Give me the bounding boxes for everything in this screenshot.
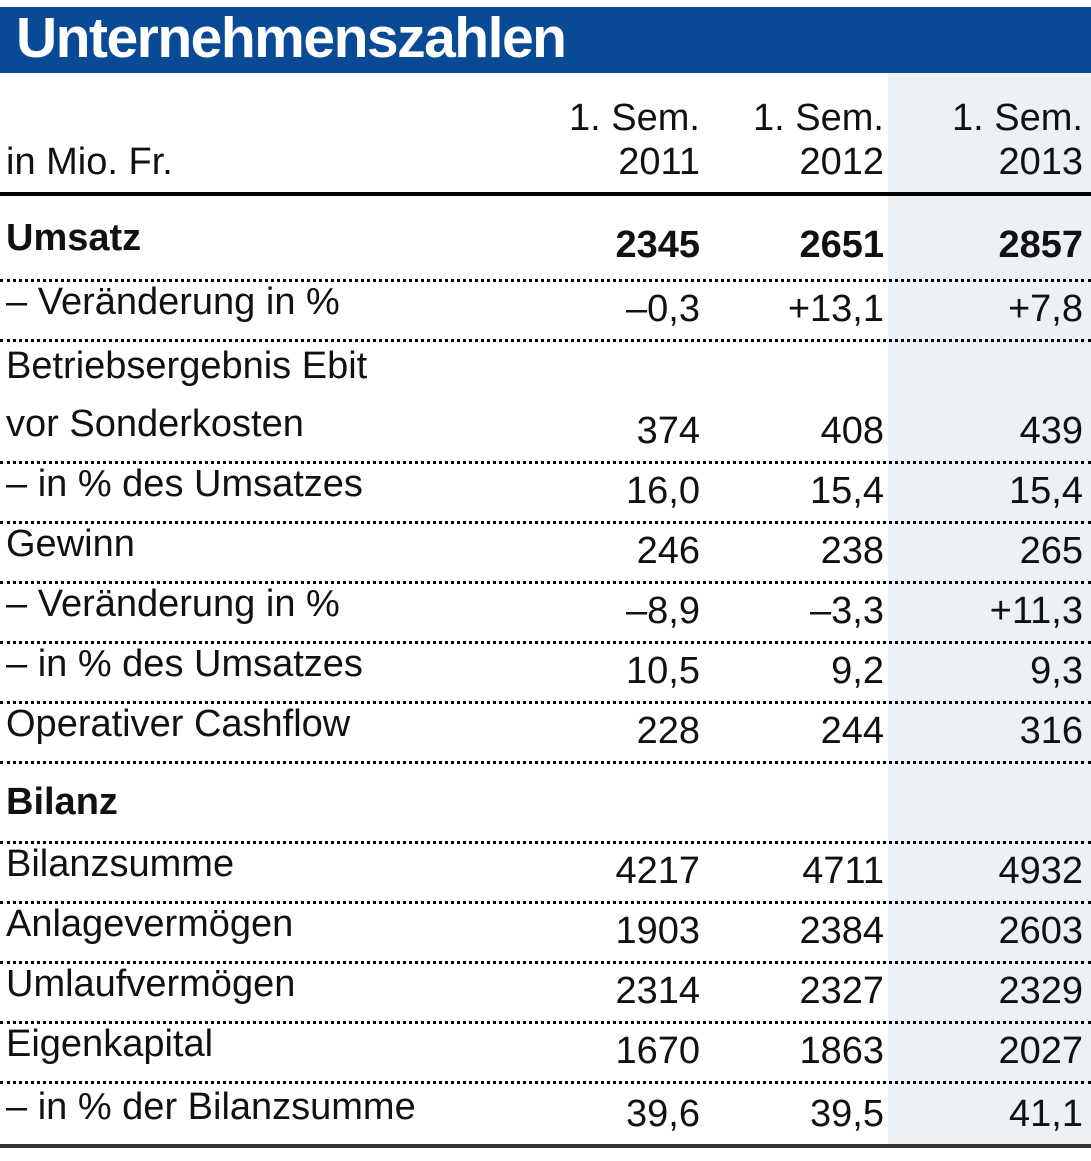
table-row: Umlaufvermögen 2314 2327 2329 [0,963,1091,1024]
value-cell: 1903 [615,910,700,952]
table-row: Operativer Cashflow 228 244 316 [0,703,1091,764]
value-cell: 2857 [998,224,1083,266]
col-header-2013: 1. Sem. 2013 [884,96,1091,192]
value-cell: 9,2 [831,650,884,692]
table-row: Anlagevermögen 1903 2384 2603 [0,903,1091,964]
value-cell: 2027 [998,1030,1083,1072]
value-cell: 2327 [799,970,884,1012]
value-cell: 1863 [799,1030,884,1072]
value-cell: 10,5 [626,650,700,692]
row-label: Umsatz [6,217,142,259]
value-cell: 238 [820,530,884,572]
value-cell: 39,5 [810,1093,884,1135]
table-row: Betriebsergebnis Ebit vor Sonderkosten 37… [0,342,1091,464]
value-cell: 9,3 [1030,650,1083,692]
col-header-period: 1. Sem. [952,97,1083,139]
value-cell: 265 [1019,530,1083,572]
row-label: Gewinn [6,523,135,565]
row-label: Bilanz [6,781,118,823]
value-cell: 1670 [615,1030,700,1072]
row-label: – in % des Umsatzes [6,463,363,505]
section-row: Bilanz [0,764,1091,844]
table-row: Eigenkapital 1670 1863 2027 [0,1023,1091,1084]
unit-label: in Mio. Fr. [6,141,173,183]
page-title: Unternehmenszahlen [16,5,567,70]
value-cell: –0,3 [626,288,700,330]
value-cell: 316 [1019,710,1083,752]
value-cell: 246 [636,530,700,572]
value-cell: 4711 [802,850,884,892]
table-body: Umsatz 2345 2651 2857 – Veränderung in % –0,3… [0,196,1091,1148]
row-label: Anlagevermögen [6,903,294,945]
value-cell: 15,4 [810,470,884,512]
value-cell: 16,0 [626,470,700,512]
row-label: – in % des Umsatzes [6,643,363,685]
value-cell: 2651 [799,224,884,266]
value-cell: 41,1 [1009,1093,1083,1135]
table-row: – Veränderung in % –0,3 +13,1 +7,8 [0,281,1091,342]
row-label: Betriebsergebnis Ebit vor Sonderkosten [6,345,368,445]
col-header-year: 2013 [998,141,1083,183]
value-cell: 4217 [615,850,700,892]
value-cell: 39,6 [626,1093,700,1135]
value-cell: 244 [820,710,884,752]
table-row: – in % der Bilanzsumme 39,6 39,5 41,1 [0,1084,1091,1148]
row-label: – Veränderung in % [6,281,340,323]
table-row: Umsatz 2345 2651 2857 [0,196,1091,282]
value-cell: +13,1 [787,288,884,330]
title-bar: Unternehmenszahlen [0,7,1091,73]
table-header: in Mio. Fr. 1. Sem. 2011 1. Sem. 2012 1.… [0,73,1091,196]
col-header-period: 1. Sem. [569,97,700,139]
table-row: Gewinn 246 238 265 [0,523,1091,584]
value-cell: 15,4 [1009,470,1083,512]
col-header-2011: 1. Sem. 2011 [520,96,700,192]
value-cell: +11,3 [989,590,1083,632]
value-cell: 439 [1019,410,1083,452]
row-label: Umlaufvermögen [6,963,296,1005]
value-cell: 2329 [998,970,1083,1012]
col-header-period: 1. Sem. [753,97,884,139]
row-label: Eigenkapital [6,1023,214,1065]
row-label: Bilanzsumme [6,843,235,885]
value-cell: 408 [820,410,884,452]
row-label: – in % der Bilanzsumme [6,1086,416,1128]
value-cell: 2345 [615,224,700,266]
value-cell: 4932 [998,850,1083,892]
value-cell: –3,3 [810,590,884,632]
table-row: – in % des Umsatzes 10,5 9,2 9,3 [0,643,1091,704]
col-header-year: 2012 [799,141,884,183]
value-cell: –8,9 [626,590,700,632]
col-header-2012: 1. Sem. 2012 [700,96,884,192]
table-row: – in % des Umsatzes 16,0 15,4 15,4 [0,463,1091,524]
figures-table: in Mio. Fr. 1. Sem. 2011 1. Sem. 2012 1.… [0,73,1091,1148]
value-cell: +7,8 [1007,288,1083,330]
row-label: Operativer Cashflow [6,703,351,745]
table-row: Bilanzsumme 4217 4711 4932 [0,843,1091,904]
table-row: – Veränderung in % –8,9 –3,3 +11,3 [0,583,1091,644]
value-cell: 2384 [799,910,884,952]
value-cell: 2603 [998,910,1083,952]
highlight-column-band [888,73,1091,1147]
col-header-year: 2011 [618,141,700,183]
value-cell: 228 [636,710,700,752]
value-cell: 2314 [615,970,700,1012]
value-cell: 374 [636,410,700,452]
row-label: – Veränderung in % [6,583,340,625]
